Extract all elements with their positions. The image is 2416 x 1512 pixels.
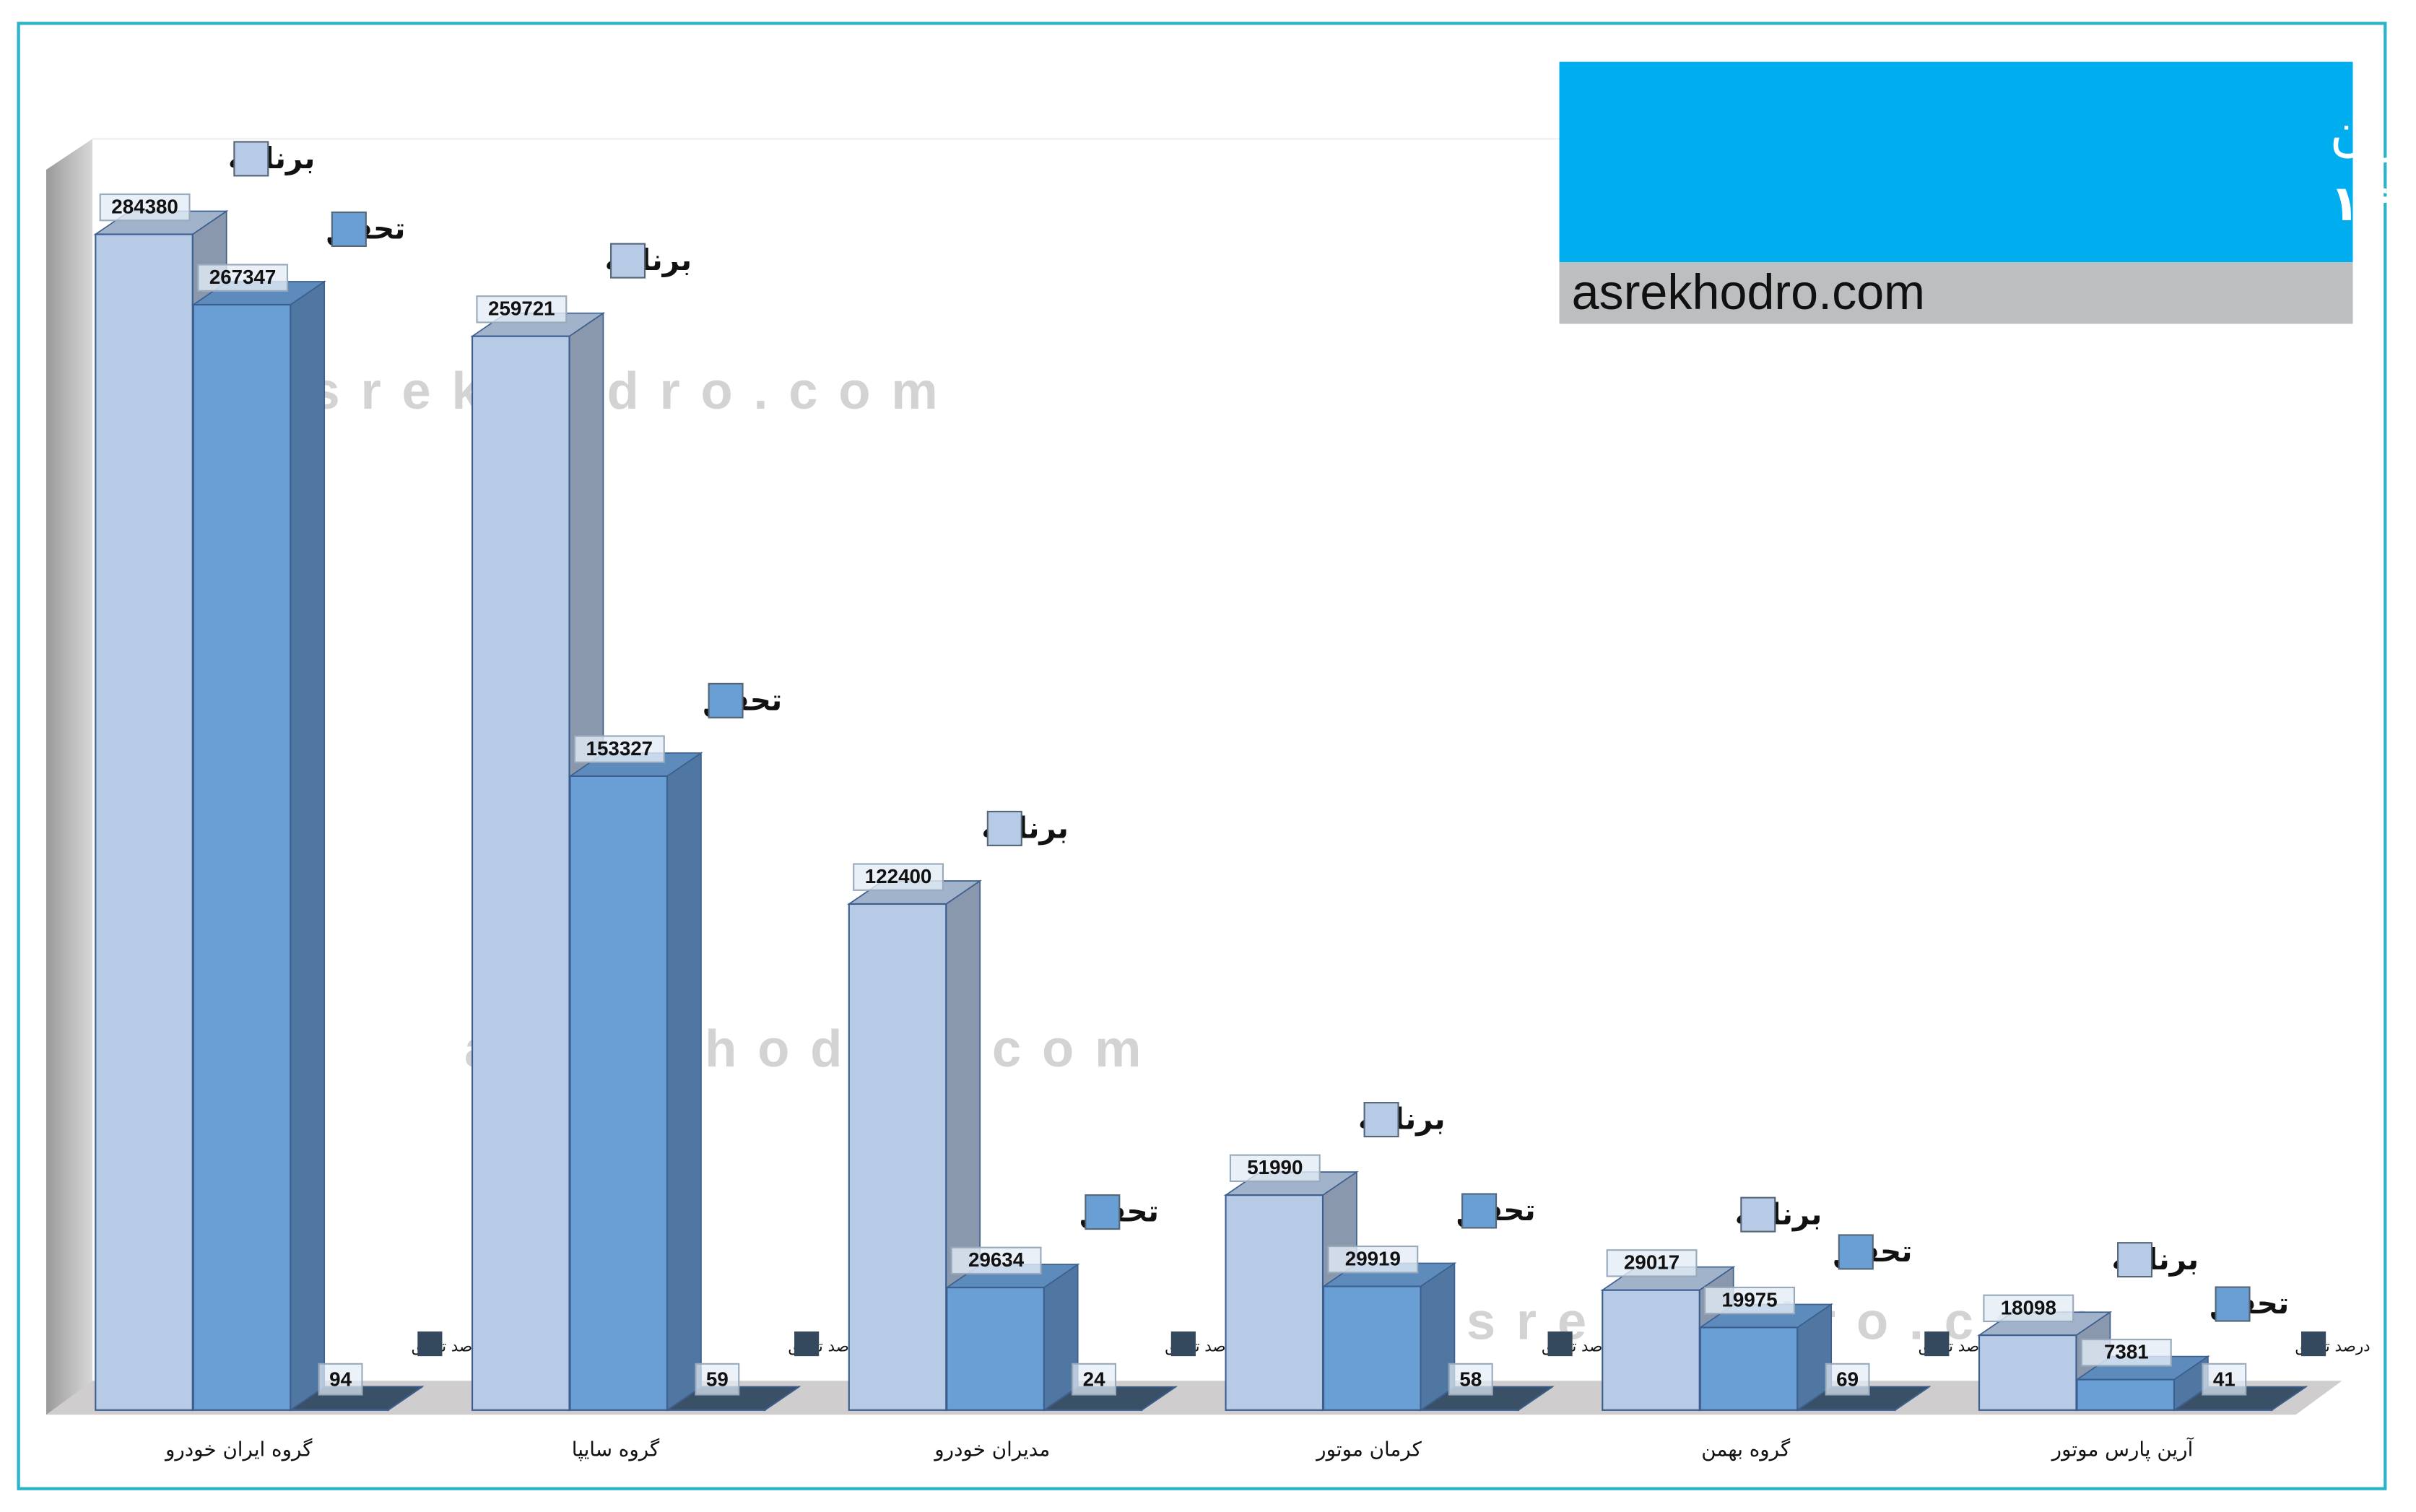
legend-swatch <box>417 1331 443 1357</box>
legend-swatch <box>1740 1196 1776 1233</box>
value-box <box>1983 1294 2074 1323</box>
legend-swatch <box>331 211 367 247</box>
legend-swatch <box>1363 1102 1399 1138</box>
x-tick-label: کرمان موتور <box>1315 1437 1422 1461</box>
value-box <box>1825 1363 1870 1396</box>
legend-swatch <box>708 682 744 718</box>
legend-swatch <box>1085 1194 1121 1230</box>
x-tick-label: مدیران خودرو <box>933 1437 1050 1461</box>
bar <box>471 335 570 1411</box>
source-box <box>1559 262 2353 324</box>
x-tick-label: آرین پارس موتور <box>2051 1437 2194 1461</box>
value-label: 59 <box>706 1368 729 1391</box>
x-tick-label: گروه بهمن <box>1701 1437 1791 1461</box>
value-label: 94 <box>329 1368 352 1391</box>
value-box <box>2080 1339 2172 1367</box>
value-box <box>1606 1249 1698 1277</box>
x-tick-label: گروه سایپا <box>572 1437 660 1461</box>
value-box <box>476 295 568 323</box>
value-label: 284380 <box>111 196 178 218</box>
legend-swatch <box>2117 1242 2153 1278</box>
legend-swatch <box>1461 1193 1498 1229</box>
value-box <box>197 264 289 292</box>
legend-swatch <box>1838 1234 1874 1270</box>
value-label: 69 <box>1836 1368 1859 1391</box>
legend-swatch <box>610 243 646 279</box>
legend-swatch <box>233 141 269 177</box>
value-label: 29919 <box>1345 1248 1401 1270</box>
value-label: 122400 <box>865 865 932 887</box>
x-tick-label: گروه ایران خودرو <box>164 1437 313 1461</box>
bar <box>192 303 292 1411</box>
value-label: 29017 <box>1624 1251 1680 1274</box>
bar-side <box>290 280 326 1412</box>
chart-title: وضعیت تحقق برنامه خودروسازان <box>2330 103 2416 163</box>
bar <box>946 1287 1045 1411</box>
value-box <box>1072 1363 1117 1396</box>
value-box <box>1448 1363 1493 1396</box>
value-label: 18098 <box>2001 1296 2056 1318</box>
legend-swatch <box>2301 1331 2326 1357</box>
value-box <box>950 1246 1042 1275</box>
legend-swatch <box>2215 1286 2251 1322</box>
bar <box>1602 1289 1700 1411</box>
value-box <box>2202 1363 2247 1396</box>
bar <box>1978 1334 2077 1411</box>
bar-side <box>666 752 702 1412</box>
bar <box>1699 1326 1799 1411</box>
value-label: 7381 <box>2104 1341 2149 1363</box>
legend-swatch <box>1924 1331 1950 1357</box>
title-box <box>1559 61 2353 263</box>
bar <box>2076 1378 2176 1411</box>
value-label: 29634 <box>968 1248 1025 1271</box>
bar <box>95 233 194 1411</box>
value-box <box>99 193 191 222</box>
bar <box>290 1409 389 1411</box>
back-wall <box>46 139 93 1415</box>
value-box <box>573 735 665 763</box>
legend-swatch <box>986 810 1022 846</box>
value-box <box>1327 1245 1419 1274</box>
value-label: 51990 <box>1247 1156 1303 1178</box>
legend-swatch <box>1170 1331 1196 1357</box>
value-label: 259721 <box>488 297 555 320</box>
value-label: 41 <box>2213 1368 2235 1391</box>
legend-swatch <box>794 1331 820 1357</box>
frame <box>17 22 2387 1490</box>
value-label: 58 <box>1459 1368 1482 1391</box>
legend-swatch <box>1547 1331 1573 1357</box>
value-box <box>1229 1154 1321 1183</box>
value-box <box>853 863 944 891</box>
bar <box>848 903 947 1411</box>
value-box <box>318 1363 363 1396</box>
value-box <box>1704 1286 1796 1315</box>
value-label: 153327 <box>586 737 653 760</box>
value-label: 19975 <box>1722 1289 1778 1311</box>
bar <box>1322 1285 1422 1411</box>
chart-subtitle: تا پایان شهریور ۱۴۰۴ <box>2330 175 2416 233</box>
source: asrekhodro.com <box>1572 265 1925 320</box>
bar <box>569 775 669 1411</box>
value-label: 24 <box>1083 1368 1105 1391</box>
value-box <box>695 1363 740 1396</box>
bar <box>1225 1194 1324 1411</box>
value-label: 267347 <box>209 266 277 288</box>
